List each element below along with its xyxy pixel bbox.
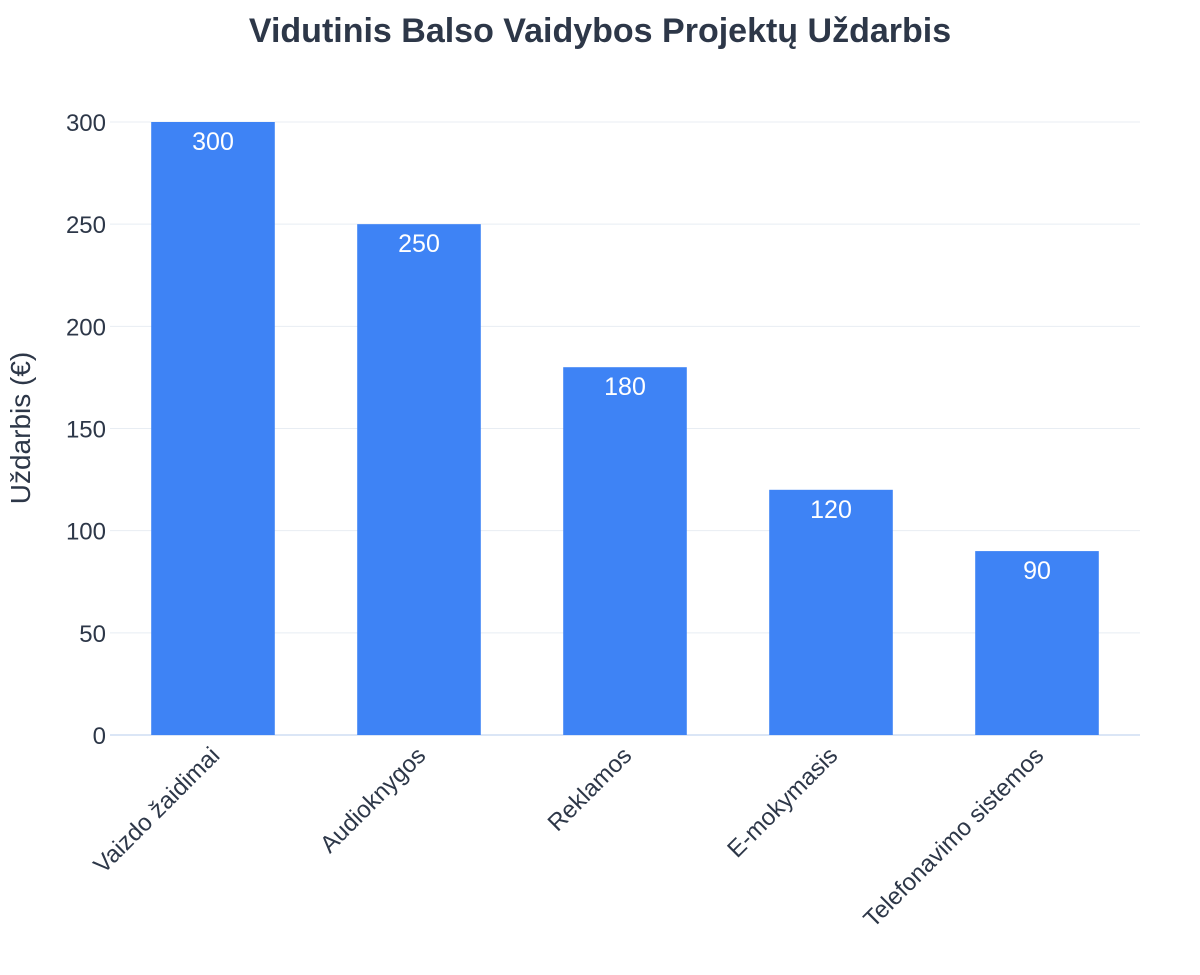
y-tick-label: 300 xyxy=(66,110,106,137)
bar-value-labels: 300 250 180 120 90 xyxy=(192,128,1051,585)
x-category-label: Reklamos xyxy=(543,742,638,837)
x-category-label: E-mokymasis xyxy=(722,742,843,863)
y-tick-label: 50 xyxy=(79,621,106,648)
bar-value-label: 180 xyxy=(604,373,646,401)
y-tick-label: 0 xyxy=(93,723,106,750)
y-tick-label: 200 xyxy=(66,314,106,341)
bar-value-label: 250 xyxy=(398,230,440,258)
bar xyxy=(975,551,1099,735)
bar xyxy=(151,122,275,735)
bar xyxy=(357,224,481,735)
y-tick-label: 250 xyxy=(66,212,106,239)
bar-value-label: 120 xyxy=(810,496,852,524)
bars xyxy=(151,122,1099,735)
bar xyxy=(563,367,687,735)
chart-title: Vidutinis Balso Vaidybos Projektų Uždarb… xyxy=(248,12,952,50)
y-tick-label: 150 xyxy=(66,417,106,444)
bar-value-label: 90 xyxy=(1023,557,1051,585)
y-axis-ticks: 0 50 100 150 200 250 300 xyxy=(66,110,106,750)
bar-value-label: 300 xyxy=(192,128,234,156)
x-category-label: Vaizdo žaidimai xyxy=(89,742,226,879)
x-axis-categories: Vaizdo žaidimai Audioknygos Reklamos E-moky… xyxy=(89,742,1050,933)
x-category-label: Telefonavimo sistemos xyxy=(858,742,1049,933)
x-category-label: Audioknygos xyxy=(315,742,431,858)
y-axis-title: Uždarbis (€) xyxy=(5,352,36,504)
bar xyxy=(769,489,893,735)
y-tick-label: 100 xyxy=(66,519,106,546)
